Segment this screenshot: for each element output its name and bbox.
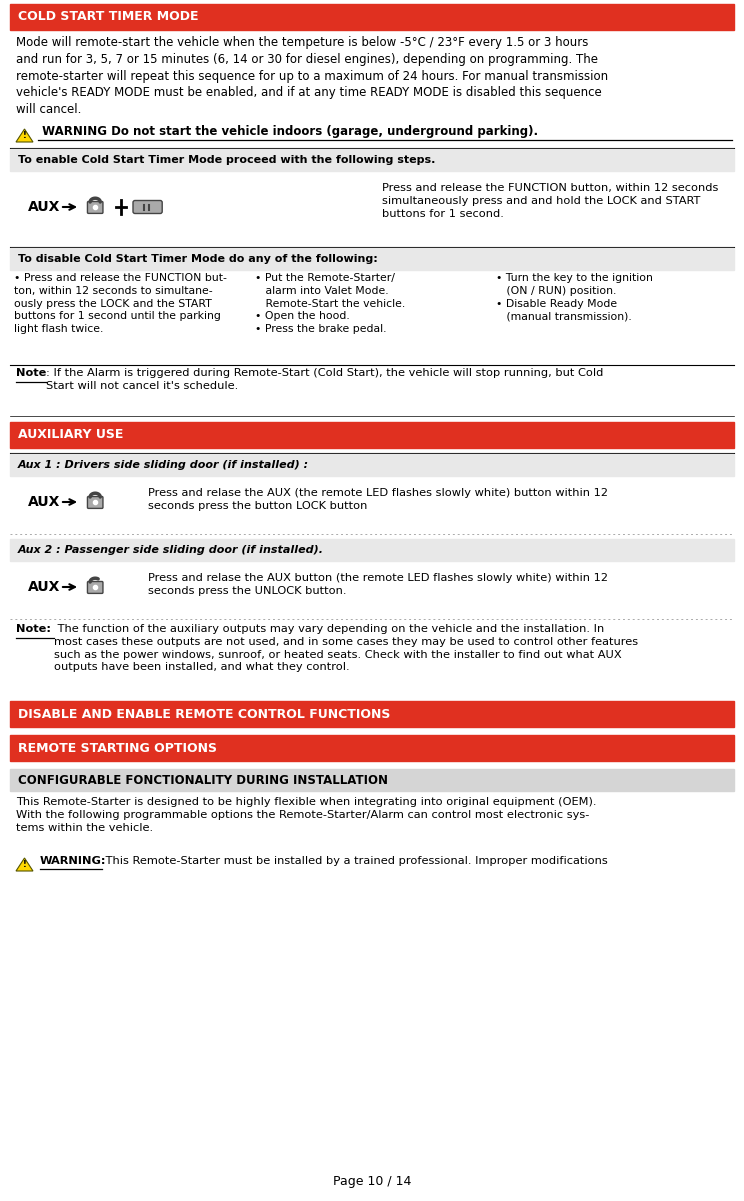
Text: Note: Note bbox=[16, 368, 46, 378]
Text: This Remote-Starter is designed to be highly flexible when integrating into orig: This Remote-Starter is designed to be hi… bbox=[16, 797, 597, 833]
FancyBboxPatch shape bbox=[88, 496, 103, 508]
Text: This Remote-Starter must be installed by a trained professional. Improper modifi: This Remote-Starter must be installed by… bbox=[102, 856, 608, 866]
Bar bbox=[10, 539, 734, 561]
Text: AUX: AUX bbox=[28, 201, 60, 214]
Text: DISABLE AND ENABLE REMOTE CONTROL FUNCTIONS: DISABLE AND ENABLE REMOTE CONTROL FUNCTI… bbox=[18, 707, 391, 721]
Bar bbox=[10, 4, 734, 30]
Text: : If the Alarm is triggered during Remote-Start (Cold Start), the vehicle will s: : If the Alarm is triggered during Remot… bbox=[46, 368, 603, 390]
Text: Note:: Note: bbox=[16, 625, 51, 634]
Text: Aux 1 : Drivers side sliding door (if installed) :: Aux 1 : Drivers side sliding door (if in… bbox=[18, 460, 309, 470]
Text: • Turn the key to the ignition
   (ON / RUN) position.
• Disable Ready Mode
   (: • Turn the key to the ignition (ON / RUN… bbox=[496, 273, 653, 322]
Text: Press and relase the AUX (the remote LED flashes slowly white) button within 12
: Press and relase the AUX (the remote LED… bbox=[148, 488, 608, 512]
Text: WARNING:: WARNING: bbox=[40, 856, 106, 866]
Text: AUX: AUX bbox=[28, 580, 60, 594]
Bar bbox=[10, 735, 734, 761]
Text: AUX: AUX bbox=[28, 495, 60, 509]
Text: Press and relase the AUX button (the remote LED flashes slowly white) within 12
: Press and relase the AUX button (the rem… bbox=[148, 573, 608, 596]
Text: REMOTE STARTING OPTIONS: REMOTE STARTING OPTIONS bbox=[18, 741, 217, 754]
FancyBboxPatch shape bbox=[88, 202, 103, 214]
Text: Mode will remote-start the vehicle when the tempeture is below -5°C / 23°F every: Mode will remote-start the vehicle when … bbox=[16, 36, 608, 116]
Text: !: ! bbox=[22, 860, 27, 870]
Text: COLD START TIMER MODE: COLD START TIMER MODE bbox=[18, 11, 199, 24]
Bar bbox=[10, 149, 734, 171]
Text: AUXILIARY USE: AUXILIARY USE bbox=[18, 429, 124, 442]
Text: To enable Cold Start Timer Mode proceed with the following steps.: To enable Cold Start Timer Mode proceed … bbox=[18, 155, 435, 165]
Text: • Put the Remote-Starter/
   alarm into Valet Mode.
   Remote-Start the vehicle.: • Put the Remote-Starter/ alarm into Val… bbox=[255, 273, 405, 334]
FancyBboxPatch shape bbox=[88, 581, 103, 593]
Text: CONFIGURABLE FONCTIONALITY DURING INSTALLATION: CONFIGURABLE FONCTIONALITY DURING INSTAL… bbox=[18, 773, 388, 787]
Polygon shape bbox=[16, 858, 33, 871]
Bar bbox=[10, 454, 734, 476]
Text: To disable Cold Start Timer Mode do any of the following:: To disable Cold Start Timer Mode do any … bbox=[18, 253, 378, 264]
Text: WARNING Do not start the vehicle indoors (garage, underground parking).: WARNING Do not start the vehicle indoors… bbox=[38, 125, 538, 138]
Text: Page 10 / 14: Page 10 / 14 bbox=[333, 1175, 411, 1188]
Bar bbox=[10, 247, 734, 270]
Bar bbox=[10, 769, 734, 791]
Text: Aux 2 : Passenger side sliding door (if installed).: Aux 2 : Passenger side sliding door (if … bbox=[18, 545, 324, 555]
Text: Press and release the FUNCTION button, within 12 seconds
simultaneously press an: Press and release the FUNCTION button, w… bbox=[382, 183, 719, 219]
FancyBboxPatch shape bbox=[133, 201, 162, 214]
Bar bbox=[10, 701, 734, 727]
Text: • Press and release the FUNCTION but-
ton, within 12 seconds to simultane-
ously: • Press and release the FUNCTION but- to… bbox=[14, 273, 227, 334]
Text: !: ! bbox=[22, 131, 27, 141]
Polygon shape bbox=[16, 129, 33, 142]
Bar bbox=[10, 422, 734, 448]
Text: The function of the auxiliary outputs may vary depending on the vehicle and the : The function of the auxiliary outputs ma… bbox=[54, 625, 638, 673]
